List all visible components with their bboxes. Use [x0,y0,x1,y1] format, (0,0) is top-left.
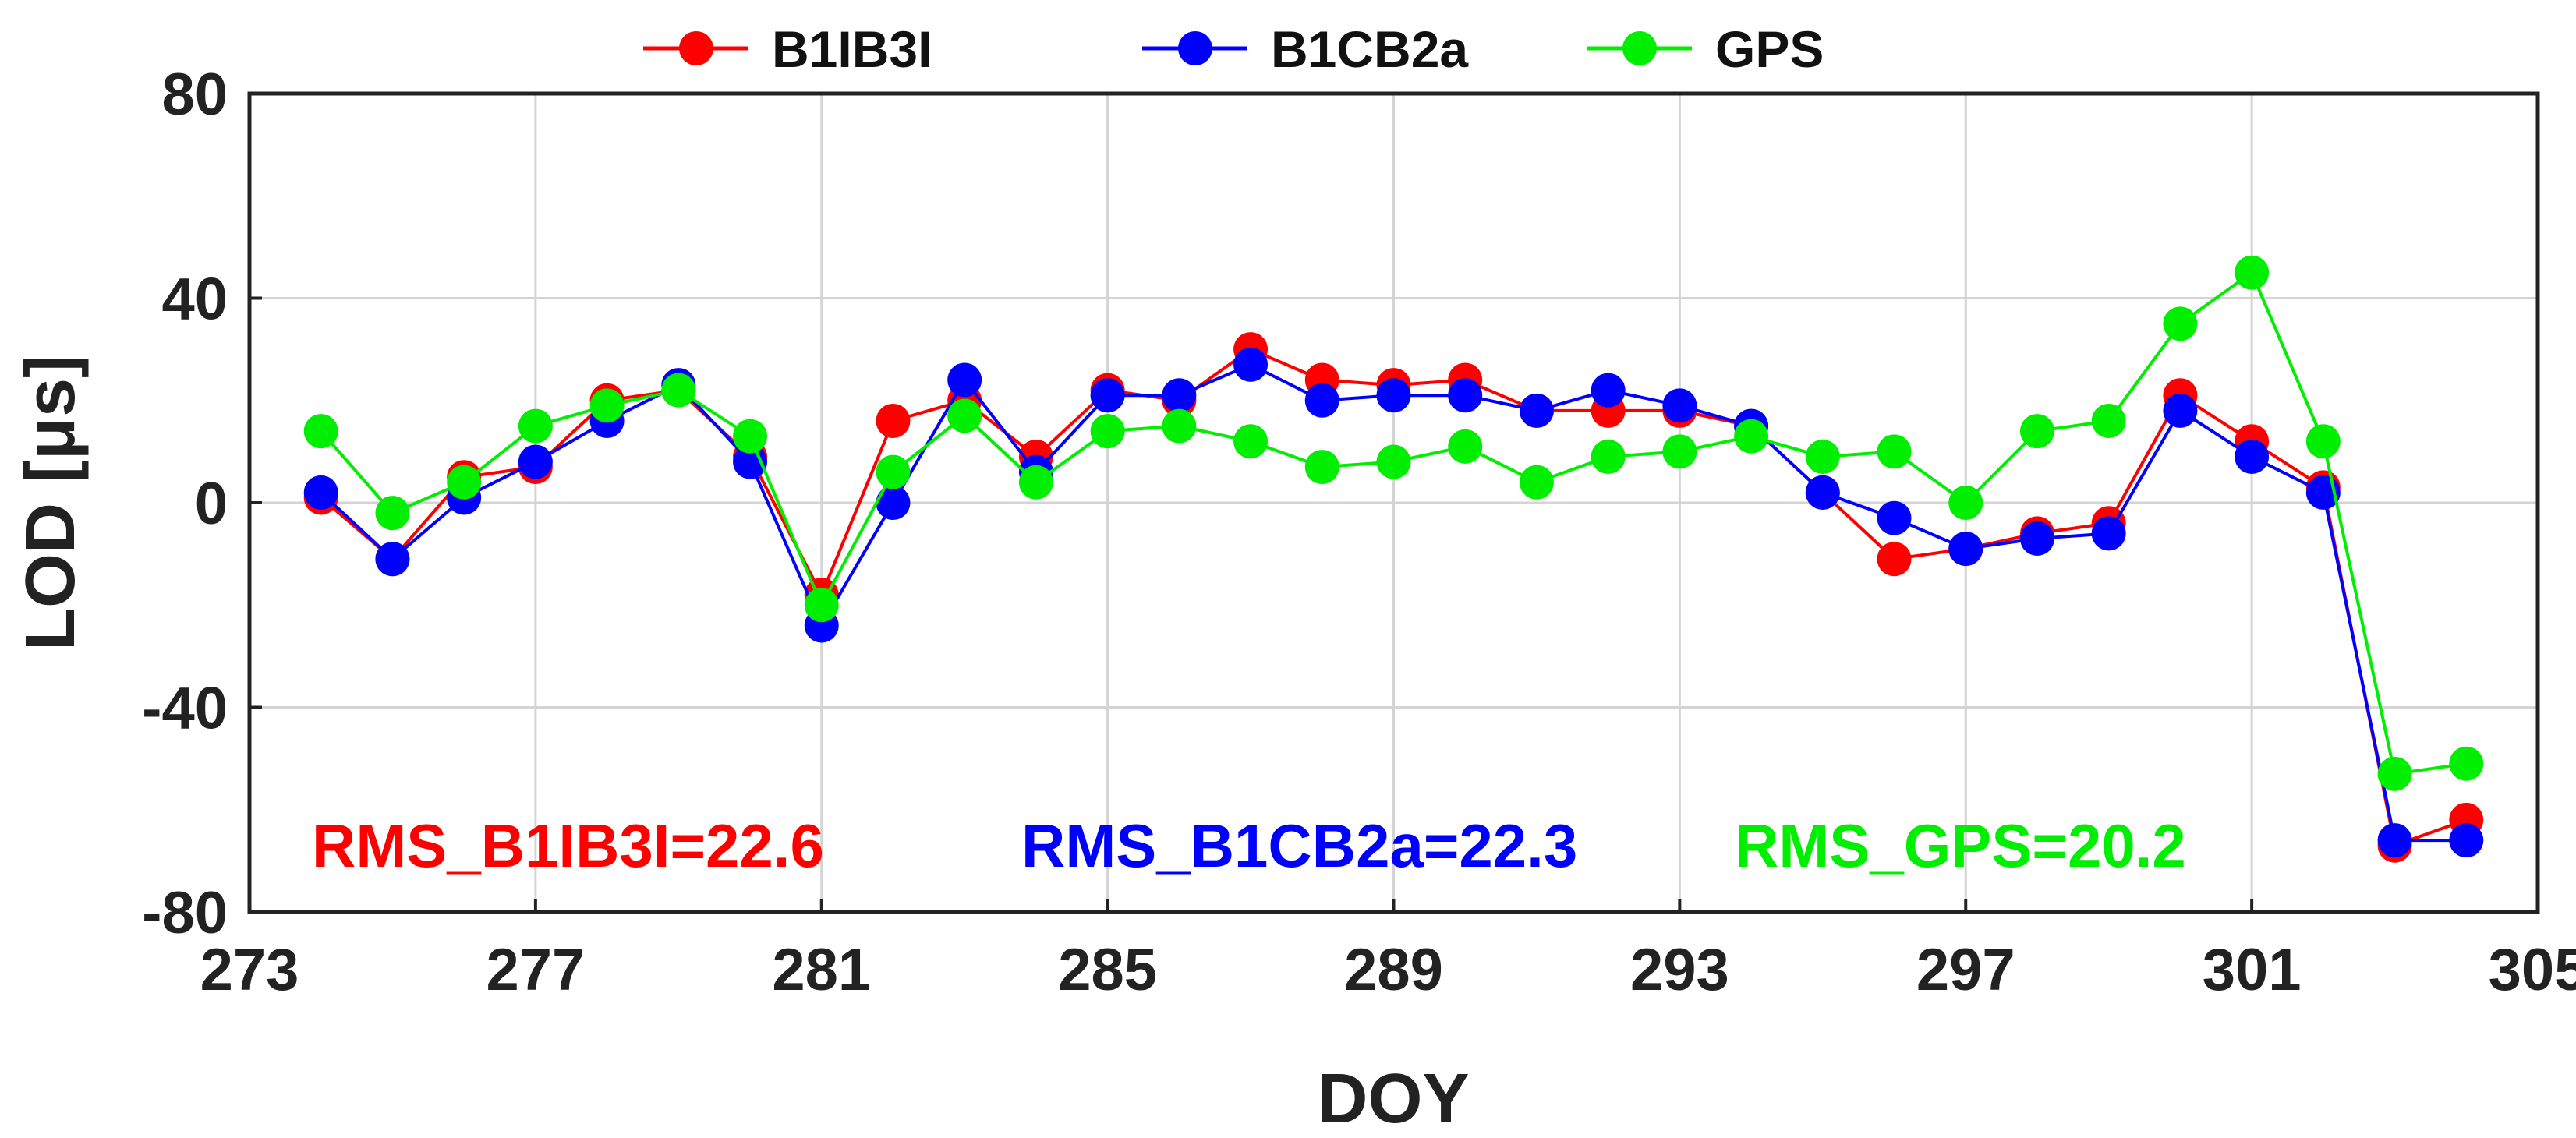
x-tick-label: 301 [2203,937,2302,1003]
data-point [733,419,768,454]
rms-annotation: RMS_B1CB2a=22.3 [1021,811,1577,880]
data-point [2377,756,2412,791]
data-point [1877,434,1912,469]
y-axis-label: LOD [μs] [12,355,90,651]
rms-annotations: RMS_B1IB3I=22.6 RMS_B1CB2a=22.3 RMS_GPS=20… [312,811,2186,880]
y-tick-label: 0 [195,471,228,537]
data-point [2449,746,2484,781]
data-point [1376,444,1411,479]
data-point [1948,532,1983,567]
x-tick-label: 305 [2489,937,2576,1003]
data-point [1090,378,1125,413]
ticks: 273 277 281 285 289 293 297 301 305 -80 -40 0 40 80 [142,62,2576,1003]
data-point [1877,542,1912,577]
data-point [518,408,553,444]
data-point [1734,419,1769,454]
rms-annotation: RMS_B1IB3I=22.6 [312,811,824,880]
x-tick-label: 273 [200,937,299,1003]
legend-label: GPS [1715,20,1824,78]
data-point [1233,424,1269,459]
data-point [876,404,911,438]
data-point [447,465,482,500]
data-point [661,373,696,408]
series-gps [303,255,2484,791]
y-tick-label: -40 [142,676,228,742]
legend-label: B1CB2a [1271,20,1469,78]
legend-marker [1622,31,1657,65]
data-point [1877,500,1912,535]
data-point [2235,439,2270,474]
data-point [2163,306,2198,341]
data-point [2235,255,2270,290]
data-point [1304,450,1339,485]
grid [249,94,2538,912]
data-point [1090,414,1125,449]
data-point [2091,404,2126,438]
x-tick-label: 297 [1916,937,2015,1003]
data-point [518,444,553,479]
data-point [947,362,982,398]
data-point [2019,414,2054,449]
data-point [2377,823,2412,858]
y-tick-label: 40 [161,267,228,333]
data-point [303,475,338,510]
x-tick-label: 277 [486,937,585,1003]
legend-entry-b1cb2a: B1CB2a [1142,20,1469,78]
legend-entry-b1ib3i: B1IB3I [643,20,932,78]
data-point [375,542,410,577]
y-tick-label: -80 [142,880,228,946]
data-point [2091,516,2126,551]
data-point [2305,424,2341,459]
data-point [1162,408,1197,444]
data-point [1519,465,1554,500]
data-point [1519,393,1554,428]
data-point [1162,378,1197,413]
data-point [1805,439,1840,474]
data-point [1591,439,1626,474]
y-tick-label: 80 [161,62,228,128]
legend-marker [1178,31,1212,65]
legend-label: B1IB3I [772,20,932,78]
data-point [1948,486,1983,520]
legend-entry-gps: GPS [1587,20,1824,78]
data-point [1448,429,1483,464]
data-point [1591,373,1626,408]
data-point [589,388,625,423]
data-point [2449,823,2484,858]
data-point [1805,475,1840,510]
x-tick-label: 293 [1630,937,1729,1003]
data-point [1233,347,1269,382]
data-point [2163,393,2198,428]
data-point [876,486,911,520]
legend: B1IB3I B1CB2a GPS [643,20,1824,78]
data-point [1662,388,1697,423]
data-point [1018,465,1053,500]
data-point [303,414,338,449]
series-layer [303,255,2484,863]
data-point [1662,434,1697,469]
data-point [2019,521,2054,556]
data-point [947,398,982,433]
data-point [876,454,911,489]
data-point [1448,378,1483,413]
data-point [804,588,839,623]
x-tick-label: 281 [772,937,871,1003]
rms-annotation: RMS_GPS=20.2 [1735,811,2186,880]
data-point [1376,378,1411,413]
x-tick-label: 289 [1344,937,1443,1003]
x-axis-label: DOY [1317,1060,1469,1138]
x-tick-label: 285 [1058,937,1157,1003]
legend-marker [679,31,713,65]
data-point [1304,383,1339,418]
data-point [375,496,410,531]
